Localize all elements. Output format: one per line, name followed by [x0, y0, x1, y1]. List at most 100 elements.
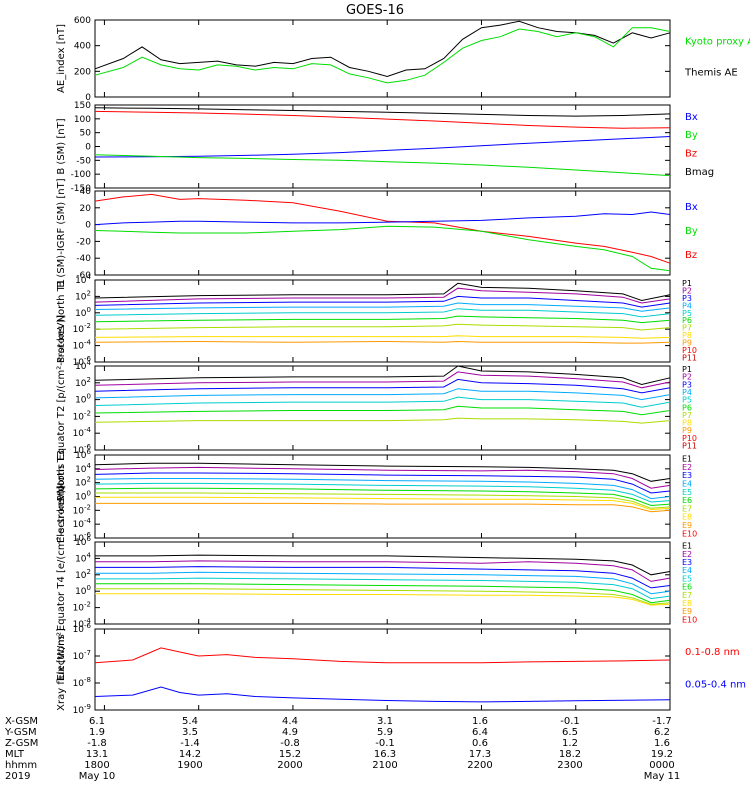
- y-axis-label: Electrons North T3: [56, 450, 67, 543]
- time-row-value: -1.4: [180, 738, 200, 749]
- series-themis-ae: [94, 20, 671, 78]
- series-e1: [94, 462, 671, 482]
- legend-entry: Kyoto proxy AE: [685, 37, 750, 48]
- time-row-value: 15.2: [279, 749, 301, 760]
- panel-ae: 0 200 400 600 AE_index [nT] Kyoto proxy AE The…: [56, 16, 750, 103]
- legend-entry: P1: [682, 365, 692, 374]
- y-tick-label: -20: [76, 237, 91, 247]
- legend-entry: E8: [682, 599, 692, 608]
- time-row-value: -1.7: [652, 716, 672, 727]
- legend-entry: P4: [682, 388, 692, 397]
- time-row-value: -1.8: [87, 738, 107, 749]
- legend-entry: P9: [682, 339, 692, 348]
- legend-entry: E10: [682, 529, 697, 538]
- y-tick-label: 10-6: [73, 355, 92, 368]
- time-row-value: 1.2: [562, 738, 578, 749]
- time-row-value: 4.9: [282, 727, 298, 738]
- legend-entry: P7: [682, 411, 692, 420]
- series-e4: [94, 478, 671, 500]
- y-tick-label: 104: [75, 359, 91, 372]
- time-row-value: 1.9: [89, 727, 105, 738]
- series-e1: [95, 554, 671, 576]
- y-tick-label: 104: [75, 462, 91, 475]
- series-kyoto-proxy-ae: [94, 27, 671, 84]
- legend-entry: E4: [682, 480, 692, 489]
- y-tick-label: 100: [75, 393, 91, 406]
- y-tick-label: 102: [75, 289, 91, 302]
- series-p7: [94, 323, 671, 331]
- y-tick-label: 102: [75, 568, 91, 581]
- time-row-value: 6.2: [654, 727, 670, 738]
- series-e4: [95, 571, 671, 595]
- legend-entry: By: [685, 226, 698, 237]
- series-p6: [94, 405, 671, 416]
- legend-entry: E1: [682, 542, 692, 551]
- y-tick-label: 0: [85, 93, 91, 103]
- legend-entry: E3: [682, 558, 692, 567]
- time-row-label: 2019: [5, 771, 30, 782]
- series-0-05-0-4-nm: [94, 686, 671, 703]
- panel-frame: [94, 628, 671, 711]
- time-row-value: 5.4: [182, 716, 198, 727]
- y-tick-label: 200: [74, 67, 91, 77]
- series-by: [94, 154, 671, 177]
- time-row-value: May 10: [79, 771, 116, 782]
- y-tick-label: 10-9: [73, 703, 91, 716]
- series-p3: [94, 295, 671, 308]
- legend-entry: E2: [682, 463, 692, 472]
- y-tick-label: 10-2: [73, 601, 91, 614]
- series-0-1-0-8-nm: [94, 647, 671, 664]
- y-axis-label: AE_index [nT]: [56, 24, 67, 93]
- legend-entry: 0.05-0.4 nm: [685, 679, 746, 690]
- series-p2: [94, 287, 671, 304]
- legend-entry: E7: [682, 591, 692, 600]
- series-e9: [95, 502, 671, 513]
- series-p5: [94, 308, 671, 318]
- y-tick-label: 106: [75, 448, 91, 461]
- time-row-value: 4.4: [282, 716, 298, 727]
- legend-entry: P6: [682, 403, 692, 412]
- y-tick-label: 100: [75, 306, 91, 319]
- time-row-value: 2000: [277, 760, 302, 771]
- series-e3: [94, 472, 671, 494]
- time-row-value: 6.1: [89, 716, 105, 727]
- series-by: [94, 225, 671, 272]
- y-tick-label: 10-2: [73, 503, 91, 516]
- series-e7: [95, 492, 671, 509]
- legend-entry: E6: [682, 496, 692, 505]
- series-bz: [94, 110, 671, 129]
- legend-entry: P3: [682, 380, 692, 389]
- legend-entry: P2: [682, 286, 692, 295]
- time-row-value: 0.6: [472, 738, 488, 749]
- legend-entry: Bz: [685, 149, 697, 160]
- legend-entry: P8: [682, 331, 692, 340]
- y-tick-label: -60: [76, 271, 91, 281]
- y-tick-label: 600: [74, 16, 91, 26]
- y-tick-label: 0: [85, 143, 91, 153]
- legend-entry: 0.1-0.8 nm: [685, 647, 740, 658]
- legend-entry: P8: [682, 419, 692, 428]
- legend-entry: P7: [682, 324, 692, 333]
- y-tick-label: 102: [75, 476, 91, 489]
- series-e6: [95, 583, 671, 604]
- y-tick-label: 100: [74, 115, 91, 125]
- series-p1: [94, 365, 671, 386]
- time-row-label: Y-GSM: [4, 727, 37, 738]
- series-p7: [94, 417, 671, 424]
- time-row-value: 1800: [84, 760, 109, 771]
- y-tick-label: 10-2: [73, 409, 91, 422]
- y-tick-label: 10-6: [73, 443, 92, 456]
- legend-entry: P6: [682, 316, 692, 325]
- legend-entry: P11: [682, 441, 697, 450]
- y-tick-label: 10-2: [73, 322, 91, 335]
- time-row-value: 2300: [557, 760, 582, 771]
- series-bx: [94, 136, 671, 158]
- y-axis-label: B (SM) [nT]: [56, 118, 67, 174]
- series-e8: [95, 496, 671, 511]
- series-p3: [94, 378, 671, 394]
- time-row-value: 13.1: [86, 749, 108, 760]
- y-tick-label: 102: [75, 376, 91, 389]
